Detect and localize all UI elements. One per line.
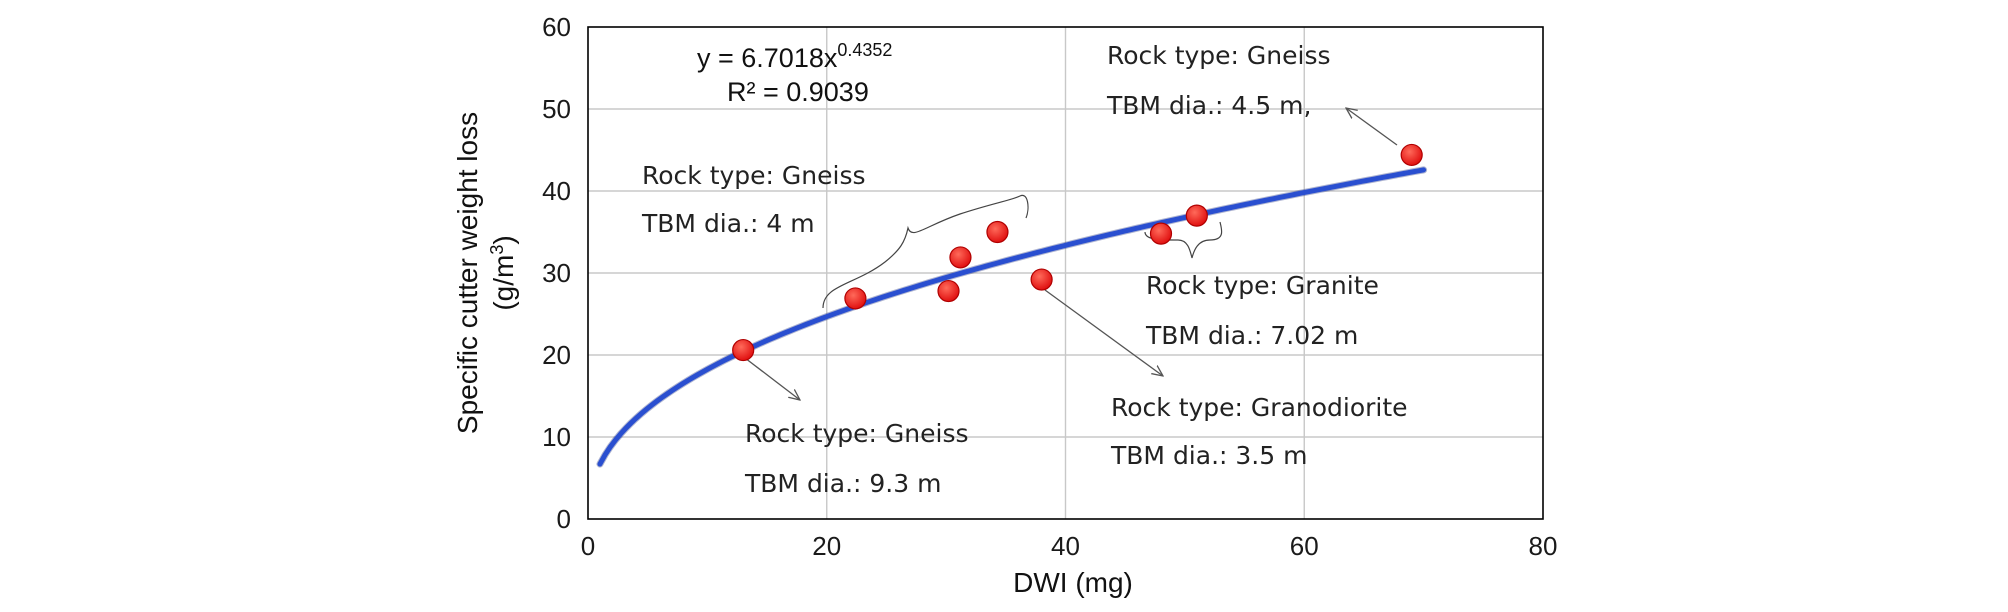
annotation-granite-dia: TBM dia.: 7.02 m (1145, 321, 1358, 350)
y-axis-unit-base: (g/m (488, 255, 519, 311)
annotation-gneiss-9-3m-type: Rock type: Gneiss (745, 419, 969, 448)
x-axis-ticks: 0 20 40 60 80 (581, 531, 1558, 561)
y-tick-label-6: 60 (542, 12, 571, 42)
y-tick-label-5: 50 (542, 94, 571, 124)
y-tick-label-4: 40 (542, 176, 571, 206)
y-tick-label-0: 0 (557, 504, 571, 534)
data-point-6 (1149, 222, 1173, 245)
x-tick-label-1: 20 (812, 531, 841, 561)
equation: y = 6.7018x0.4352 (697, 40, 892, 73)
x-tick-label-3: 60 (1290, 531, 1319, 561)
annotation-gneiss-4m-dia: TBM dia.: 4 m (641, 209, 815, 238)
scatter-points (732, 143, 1423, 362)
data-point-4 (986, 220, 1009, 244)
y-axis-title-line2: (g/m3) (487, 235, 519, 310)
y-axis-unit-end: ) (488, 235, 519, 244)
annotation-gneiss-9-3m-dia: TBM dia.: 9.3 m (744, 469, 941, 498)
x-tick-label-4: 80 (1529, 531, 1558, 561)
brace-gneiss-4m (822, 194, 1029, 309)
data-point-5 (1030, 268, 1053, 291)
annotation-gneiss-4-5m-type: Rock type: Gneiss (1107, 41, 1331, 70)
data-point-7 (1185, 204, 1208, 227)
y-axis-ticks: 0 10 20 30 40 50 60 (542, 12, 571, 534)
annotation-granodiorite-dia: TBM dia.: 3.5 m (1110, 441, 1307, 470)
arrow-granodiorite (1044, 289, 1163, 376)
data-point-8 (1400, 143, 1423, 167)
data-point-1 (844, 287, 867, 310)
annotation-gneiss-4-5m-dia: TBM dia.: 4.5 m, (1106, 91, 1311, 120)
annotation-granodiorite-type: Rock type: Granodiorite (1111, 393, 1408, 422)
x-tick-label-0: 0 (581, 531, 595, 561)
equation-base: y = 6.7018x (697, 43, 838, 73)
plot-area-frame (587, 26, 1544, 520)
annotation-gneiss-4m-type: Rock type: Gneiss (642, 161, 866, 190)
y-tick-label-2: 20 (542, 340, 571, 370)
y-axis-unit-sup: 3 (487, 245, 507, 255)
arrow-gneiss-9-3m (744, 357, 800, 400)
y-tick-label-1: 10 (542, 422, 571, 452)
y-axis-title-line1: Specific cutter weight loss (452, 112, 483, 434)
data-point-3 (949, 246, 972, 269)
r-squared: R² = 0.9039 (727, 77, 869, 107)
equation-exponent: 0.4352 (837, 40, 892, 60)
data-point-0 (732, 338, 755, 362)
data-point-2 (937, 279, 960, 303)
x-tick-label-2: 40 (1051, 531, 1080, 561)
x-axis-title: DWI (mg) (1013, 567, 1133, 598)
annotation-granite-type: Rock type: Granite (1146, 271, 1379, 300)
arrow-gneiss-4-5m (1346, 108, 1398, 146)
y-tick-label-3: 30 (542, 258, 571, 288)
